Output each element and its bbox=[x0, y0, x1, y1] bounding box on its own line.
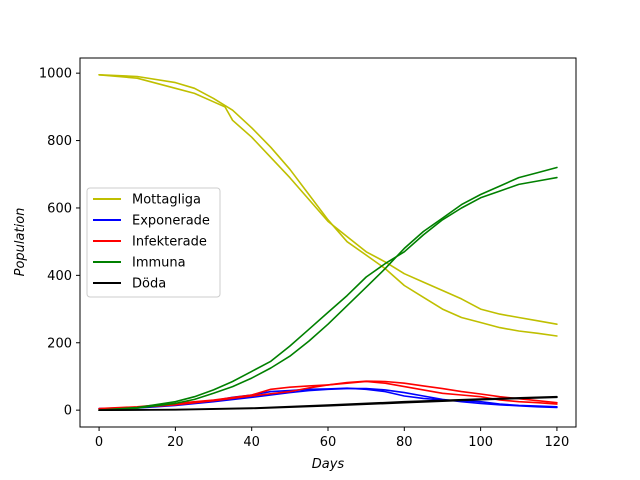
x-tick-label: 0 bbox=[95, 435, 103, 450]
x-tick-label: 100 bbox=[468, 435, 493, 450]
legend-box bbox=[86, 187, 221, 298]
legend: Mottagliga Exponerade Infekterade Immuna Död… bbox=[86, 187, 221, 298]
series-line-exponerade-2 bbox=[98, 387, 558, 410]
x-tick-label: 60 bbox=[320, 435, 337, 450]
x-tick-label: 120 bbox=[545, 435, 570, 450]
x-axis: 0 20 40 60 80 100 120 bbox=[95, 427, 569, 450]
legend-label-exponerade: Exponerade bbox=[132, 214, 210, 229]
x-axis-label: Days bbox=[312, 457, 345, 472]
x-tick-label: 40 bbox=[243, 435, 260, 450]
series-layer bbox=[98, 74, 558, 412]
series-line-mottagliga-2 bbox=[98, 74, 558, 326]
y-tick-label: 1000 bbox=[39, 67, 72, 82]
series-line-mottagliga-1 bbox=[98, 74, 558, 337]
y-tick-label: 0 bbox=[64, 404, 72, 419]
legend-label-mottagliga: Mottagliga bbox=[132, 193, 201, 208]
y-axis: 0 200 400 600 800 1000 bbox=[39, 67, 80, 419]
series-line-doda-2 bbox=[98, 396, 558, 412]
x-tick-label: 80 bbox=[396, 435, 413, 450]
series-line-immuna-2 bbox=[98, 166, 558, 412]
y-tick-label: 200 bbox=[47, 336, 72, 351]
y-tick-label: 400 bbox=[47, 269, 72, 284]
series-line-infekterade-2 bbox=[98, 380, 558, 410]
y-axis-label: Population bbox=[13, 208, 28, 277]
legend-label-immuna: Immuna bbox=[132, 256, 186, 271]
x-tick-label: 20 bbox=[167, 435, 184, 450]
y-tick-label: 800 bbox=[47, 134, 72, 149]
legend-label-doda: Döda bbox=[132, 277, 166, 292]
legend-label-infekterade: Infekterade bbox=[132, 235, 207, 250]
y-tick-label: 600 bbox=[47, 201, 72, 216]
series-line-immuna-1 bbox=[98, 176, 558, 412]
